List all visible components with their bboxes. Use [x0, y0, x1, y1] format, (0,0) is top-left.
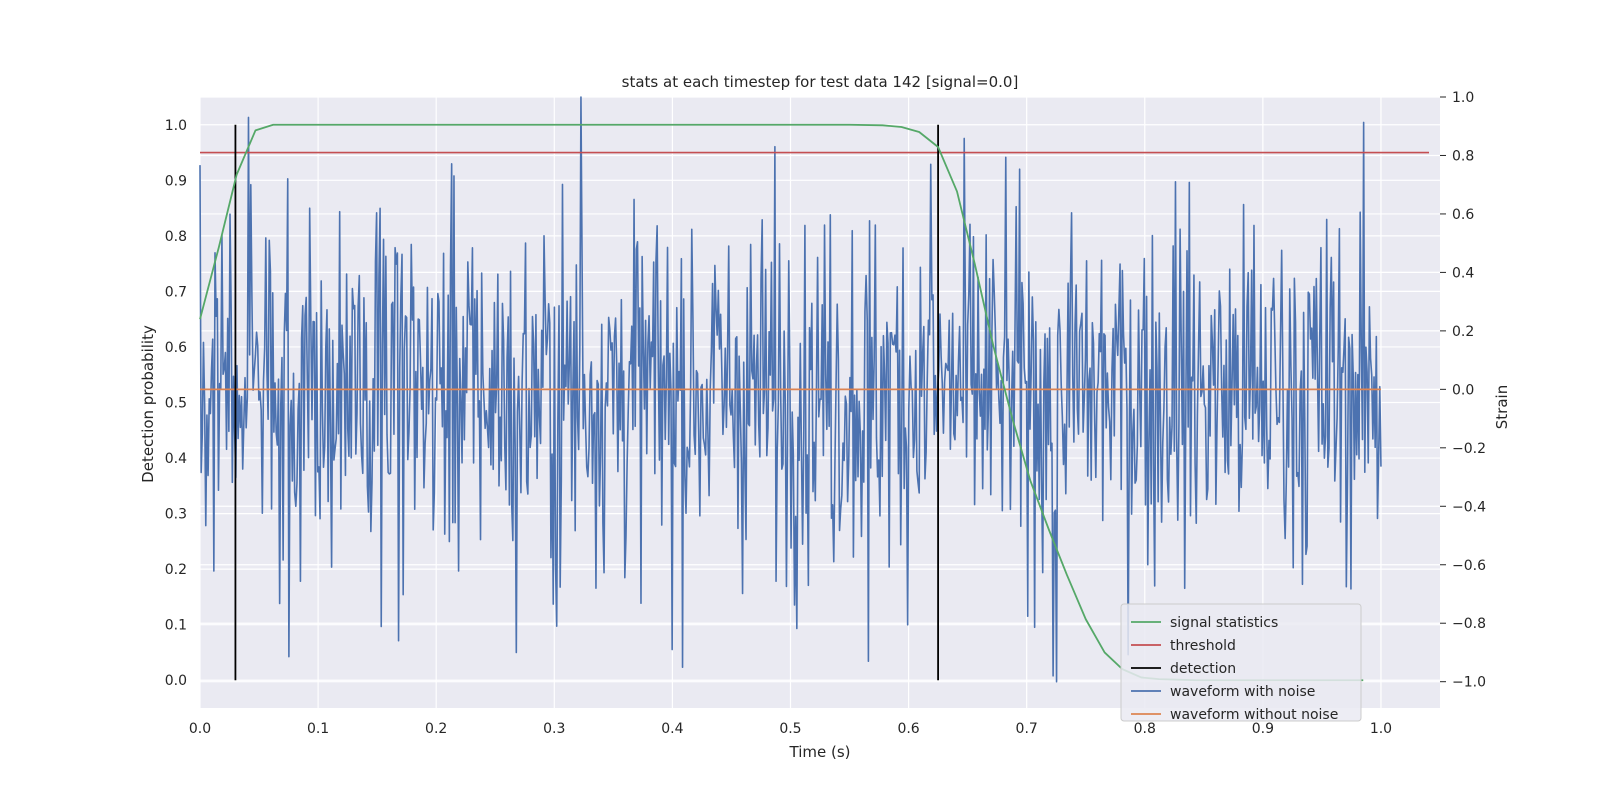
y2-axis-ticks: −1.0 −0.8 −0.6 −0.4 −0.2 0.0 0.2 0.4 0.6 0.8 1.0	[1440, 90, 1486, 691]
y-axis-ticks: 0.0 0.1 0.2 0.3 0.4 0.5 0.6 0.7 0.8 0.9 1.0	[165, 118, 187, 689]
y2-tick-label: −0.4	[1452, 499, 1486, 515]
x-tick-label: 0.7	[1016, 721, 1038, 737]
chart-title: stats at each timestep for test data 142…	[622, 73, 1019, 91]
y2-axis-label: Strain	[1493, 385, 1511, 429]
x-tick-label: 0.6	[897, 721, 919, 737]
y-tick-label: 0.9	[165, 173, 187, 189]
y-tick-label: 0.6	[165, 340, 187, 356]
y2-tick-label: 0.6	[1452, 207, 1474, 223]
y-tick-label: 1.0	[165, 118, 187, 134]
x-tick-label: 0.5	[779, 721, 801, 737]
x-tick-label: 0.0	[189, 721, 211, 737]
legend-label: waveform without noise	[1170, 707, 1338, 723]
y-tick-label: 0.5	[165, 396, 187, 412]
y2-tick-label: −0.6	[1452, 558, 1486, 574]
x-axis-ticks: 0.0 0.1 0.2 0.3 0.4 0.5 0.6 0.7 0.8 0.9 1.0	[189, 721, 1392, 737]
y2-tick-label: −0.8	[1452, 616, 1486, 632]
y2-tick-label: −1.0	[1452, 675, 1486, 691]
x-tick-label: 0.1	[307, 721, 329, 737]
y-axis-label: Detection probability	[139, 325, 157, 483]
x-tick-label: 0.2	[425, 721, 447, 737]
legend-label: signal statistics	[1170, 615, 1278, 631]
y-tick-label: 0.7	[165, 284, 187, 300]
x-axis-label: Time (s)	[789, 743, 851, 761]
y2-tick-label: 0.8	[1452, 148, 1474, 164]
x-tick-label: 0.4	[661, 721, 683, 737]
y-tick-label: 0.3	[165, 507, 187, 523]
legend-box	[1120, 603, 1362, 722]
series-layer	[199, 96, 1429, 683]
y-tick-label: 0.2	[165, 562, 187, 578]
x-tick-label: 0.9	[1252, 721, 1274, 737]
y2-tick-label: 0.2	[1452, 324, 1474, 340]
x-tick-label: 0.3	[543, 721, 565, 737]
y2-tick-label: 0.4	[1452, 265, 1474, 281]
x-tick-label: 1.0	[1370, 721, 1392, 737]
legend-label: threshold	[1170, 638, 1236, 654]
y-tick-label: 0.1	[165, 618, 187, 634]
y2-tick-label: 1.0	[1452, 90, 1474, 106]
series-waveform-with-noise	[199, 96, 1382, 683]
y-tick-label: 0.4	[165, 451, 187, 467]
legend: signal statistics threshold detection wavef…	[1120, 603, 1362, 723]
x-tick-label: 0.8	[1134, 721, 1156, 737]
legend-label: waveform with noise	[1170, 684, 1315, 700]
y2-tick-label: −0.2	[1452, 441, 1486, 457]
legend-label: detection	[1170, 661, 1236, 677]
y2-tick-label: 0.0	[1452, 382, 1474, 398]
y-tick-label: 0.8	[165, 229, 187, 245]
y-tick-label: 0.0	[165, 673, 187, 689]
